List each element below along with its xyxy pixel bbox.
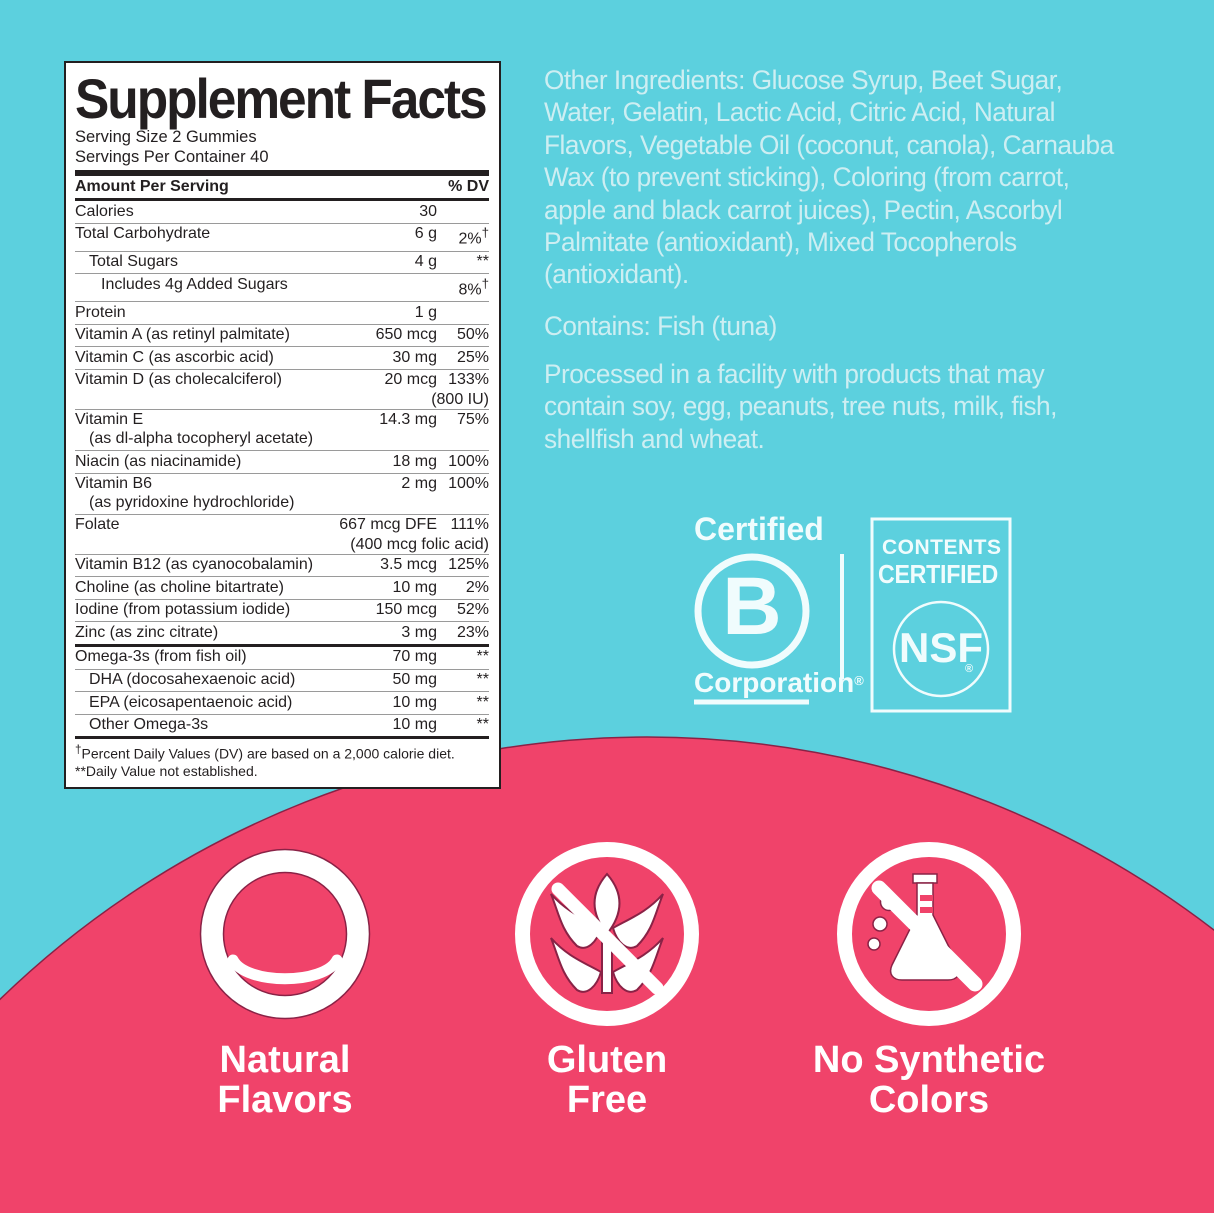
svg-text:Colors: Colors bbox=[869, 1079, 989, 1121]
svg-text:Natural: Natural bbox=[220, 1039, 351, 1081]
svg-text:CERTIFIED: CERTIFIED bbox=[878, 559, 998, 589]
svg-text:B: B bbox=[722, 561, 781, 652]
svg-text:Gluten: Gluten bbox=[547, 1039, 667, 1081]
svg-text:CONTENTS: CONTENTS bbox=[882, 536, 1002, 559]
svg-text:®: ® bbox=[965, 663, 973, 675]
svg-text:Certified: Certified bbox=[694, 514, 824, 547]
svg-text:No Synthetic: No Synthetic bbox=[813, 1039, 1045, 1081]
svg-text:Corporation®: Corporation® bbox=[694, 667, 864, 698]
svg-text:Flavors: Flavors bbox=[217, 1079, 352, 1121]
svg-text:Free: Free bbox=[567, 1079, 647, 1121]
